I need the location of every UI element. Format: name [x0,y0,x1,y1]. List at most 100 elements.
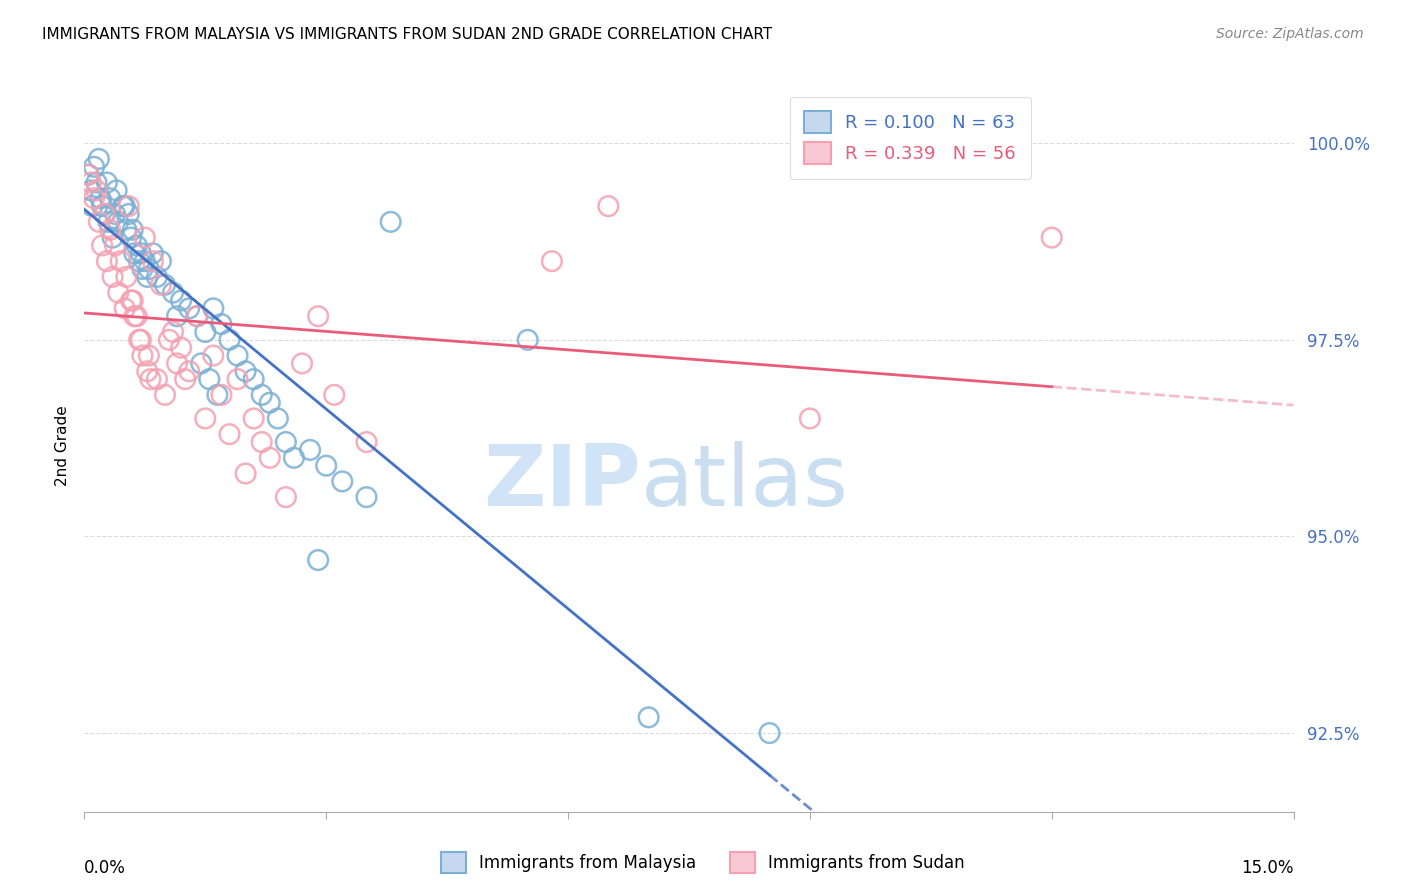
Point [120,293,142,308]
Point [114,199,136,213]
Point [307,553,329,567]
Point [128,254,150,268]
Point [218,427,240,442]
Point [194,411,217,425]
Point [83,191,105,205]
Point [218,333,240,347]
Point [274,490,297,504]
Point [209,388,232,402]
Point [77,168,100,182]
Point [93,207,115,221]
Point [242,372,264,386]
Point [146,372,169,386]
Point [91,199,114,213]
Point [637,710,659,724]
Text: IMMIGRANTS FROM MALAYSIA VS IMMIGRANTS FROM SUDAN 2ND GRADE CORRELATION CHART: IMMIGRANTS FROM MALAYSIA VS IMMIGRANTS F… [42,27,772,42]
Point [162,325,184,339]
Y-axis label: 2nd Grade: 2nd Grade [55,406,70,486]
Point [149,254,172,268]
Text: 0.0%: 0.0% [84,859,127,877]
Point [138,262,160,277]
Point [226,349,249,363]
Point [83,160,105,174]
Point [98,191,121,205]
Point [179,301,201,316]
Point [356,490,378,504]
Point [226,372,249,386]
Point [115,223,138,237]
Point [104,238,127,252]
Point [1040,230,1063,244]
Point [114,301,136,316]
Point [110,254,132,268]
Point [194,325,217,339]
Point [267,411,290,425]
Point [259,396,281,410]
Point [157,333,180,347]
Point [118,199,141,213]
Point [250,435,273,450]
Point [134,230,156,244]
Point [380,215,402,229]
Point [98,223,121,237]
Point [207,388,229,402]
Point [121,293,143,308]
Point [118,207,141,221]
Point [198,372,221,386]
Point [541,254,564,268]
Point [250,388,273,402]
Point [104,207,127,221]
Point [162,285,184,300]
Point [124,246,146,260]
Point [134,254,156,268]
Point [105,183,128,197]
Text: Source: ZipAtlas.com: Source: ZipAtlas.com [1216,27,1364,41]
Point [598,199,620,213]
Point [330,475,353,489]
Point [149,277,172,292]
Point [91,238,114,252]
Point [80,183,103,197]
Point [202,301,225,316]
Point [107,285,129,300]
Point [96,254,118,268]
Point [179,364,201,378]
Point [124,310,146,324]
Legend: R = 0.100   N = 63, R = 0.339   N = 56: R = 0.100 N = 63, R = 0.339 N = 56 [790,96,1031,178]
Point [323,388,346,402]
Point [101,230,124,244]
Point [125,310,148,324]
Point [107,215,129,229]
Point [131,349,153,363]
Point [96,176,118,190]
Point [153,388,176,402]
Point [125,238,148,252]
Point [174,372,197,386]
Point [153,277,176,292]
Legend: Immigrants from Malaysia, Immigrants from Sudan: Immigrants from Malaysia, Immigrants fro… [434,846,972,880]
Point [202,349,225,363]
Point [128,333,150,347]
Point [139,372,162,386]
Point [146,269,169,284]
Point [170,293,193,308]
Point [86,176,108,190]
Point [299,442,322,457]
Point [516,333,538,347]
Point [121,223,143,237]
Point [138,349,160,363]
Point [235,467,257,481]
Point [89,191,111,205]
Point [166,310,188,324]
Point [131,262,153,277]
Point [120,230,142,244]
Point [166,356,188,370]
Point [242,411,264,425]
Point [82,199,104,213]
Text: atlas: atlas [641,441,849,524]
Point [142,246,165,260]
Point [112,199,135,213]
Point [186,310,208,324]
Point [170,341,193,355]
Text: ZIP: ZIP [482,441,641,524]
